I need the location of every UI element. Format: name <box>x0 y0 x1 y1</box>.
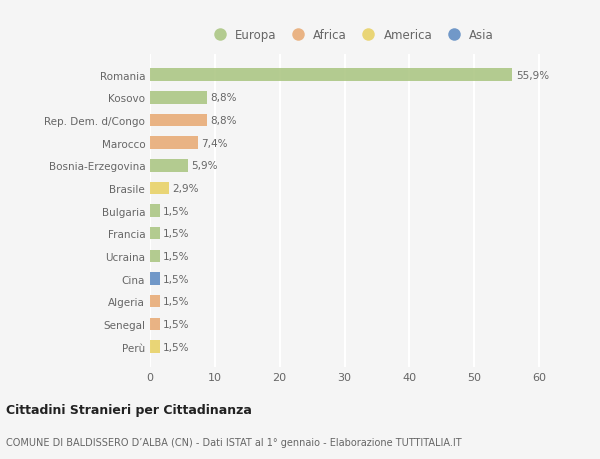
Text: 1,5%: 1,5% <box>163 206 190 216</box>
Bar <box>150 318 160 330</box>
Text: 5,9%: 5,9% <box>191 161 218 171</box>
Bar <box>150 160 188 172</box>
Text: COMUNE DI BALDISSERO D’ALBA (CN) - Dati ISTAT al 1° gennaio - Elaborazione TUTTI: COMUNE DI BALDISSERO D’ALBA (CN) - Dati … <box>6 437 461 447</box>
Text: 8,8%: 8,8% <box>211 93 237 103</box>
Bar <box>150 114 207 127</box>
Text: 1,5%: 1,5% <box>163 252 190 261</box>
Bar <box>150 273 160 285</box>
Text: 1,5%: 1,5% <box>163 274 190 284</box>
Text: 2,9%: 2,9% <box>172 184 199 194</box>
Text: 55,9%: 55,9% <box>515 71 549 80</box>
Bar <box>150 295 160 308</box>
Text: 8,8%: 8,8% <box>211 116 237 126</box>
Bar <box>150 205 160 218</box>
Bar <box>150 250 160 263</box>
Text: Cittadini Stranieri per Cittadinanza: Cittadini Stranieri per Cittadinanza <box>6 403 252 416</box>
Text: 7,4%: 7,4% <box>201 138 228 148</box>
Text: 1,5%: 1,5% <box>163 229 190 239</box>
Bar <box>150 228 160 240</box>
Bar <box>150 341 160 353</box>
Legend: Europa, Africa, America, Asia: Europa, Africa, America, Asia <box>206 27 496 45</box>
Text: 1,5%: 1,5% <box>163 342 190 352</box>
Bar <box>150 182 169 195</box>
Bar <box>150 137 198 150</box>
Text: 1,5%: 1,5% <box>163 297 190 307</box>
Text: 1,5%: 1,5% <box>163 319 190 329</box>
Bar <box>150 92 207 104</box>
Bar <box>150 69 512 82</box>
